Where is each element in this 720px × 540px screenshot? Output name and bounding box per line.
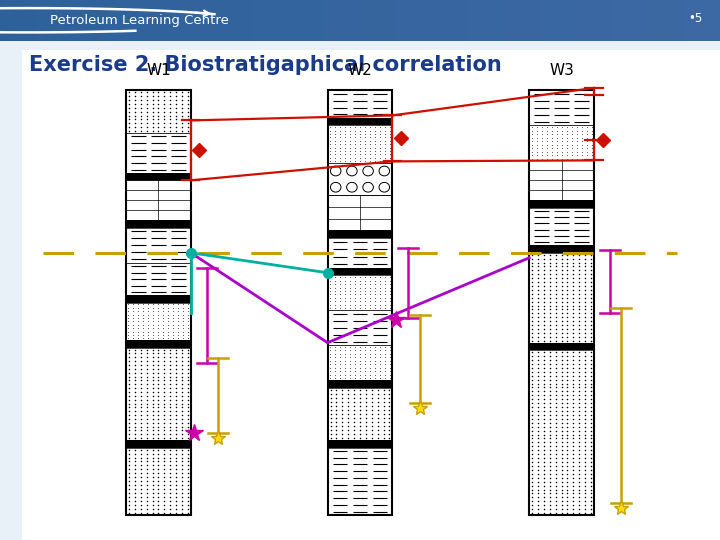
Text: Petroleum Learning Centre: Petroleum Learning Centre	[50, 14, 229, 27]
Bar	[529, 160, 594, 200]
Bar	[360, 0, 396, 40]
Ellipse shape	[379, 183, 390, 192]
Bar	[396, 0, 432, 40]
Bar	[328, 448, 392, 515]
Ellipse shape	[330, 166, 341, 176]
Bar	[288, 0, 324, 40]
Ellipse shape	[379, 166, 390, 176]
Bar	[144, 0, 180, 40]
Bar	[529, 90, 594, 515]
Bar	[126, 440, 191, 448]
Ellipse shape	[346, 166, 357, 176]
Bar	[612, 0, 648, 40]
Bar	[529, 350, 594, 515]
Bar	[328, 118, 392, 125]
Bar	[468, 0, 504, 40]
Bar	[126, 348, 191, 440]
Bar	[432, 0, 468, 40]
Bar	[126, 90, 191, 515]
Bar	[328, 238, 392, 268]
Bar	[529, 343, 594, 350]
Bar	[684, 0, 720, 40]
Bar	[529, 253, 594, 343]
Bar	[108, 0, 144, 40]
Bar	[324, 0, 360, 40]
Text: •5: •5	[688, 12, 702, 25]
Bar	[126, 180, 191, 220]
Bar	[328, 380, 392, 388]
Bar	[529, 245, 594, 253]
Bar	[328, 310, 392, 345]
Text: W3: W3	[549, 63, 574, 78]
Bar	[126, 303, 191, 340]
Bar	[216, 0, 252, 40]
Bar	[126, 220, 191, 228]
Bar	[328, 345, 392, 380]
Bar	[328, 195, 392, 230]
Bar	[126, 448, 191, 515]
Bar	[540, 0, 576, 40]
Text: W1: W1	[146, 63, 171, 78]
Bar	[529, 208, 594, 245]
Text: W2: W2	[348, 63, 372, 78]
Bar	[126, 340, 191, 348]
Bar	[328, 388, 392, 440]
Bar	[328, 90, 392, 515]
Bar	[504, 0, 540, 40]
Bar	[328, 125, 392, 163]
Bar	[648, 0, 684, 40]
Bar	[126, 228, 191, 263]
Bar	[529, 200, 594, 208]
Bar	[328, 440, 392, 448]
Ellipse shape	[363, 166, 374, 176]
Bar	[126, 133, 191, 173]
Bar	[529, 90, 594, 125]
Bar	[0, 0, 36, 40]
Bar	[126, 173, 191, 180]
Bar	[180, 0, 216, 40]
Bar	[252, 0, 288, 40]
Bar	[126, 90, 191, 133]
Bar	[576, 0, 612, 40]
Ellipse shape	[346, 183, 357, 192]
Ellipse shape	[330, 183, 341, 192]
Bar	[328, 163, 392, 195]
Bar	[126, 295, 191, 303]
Bar	[328, 275, 392, 310]
Bar	[36, 0, 72, 40]
Bar	[72, 0, 108, 40]
Bar	[328, 268, 392, 275]
Bar	[328, 90, 392, 118]
Bar	[126, 263, 191, 295]
Ellipse shape	[363, 183, 374, 192]
Text: Exercise 2. Biostratigaphical correlation: Exercise 2. Biostratigaphical correlatio…	[29, 56, 502, 76]
Bar	[529, 125, 594, 160]
Bar	[328, 230, 392, 238]
